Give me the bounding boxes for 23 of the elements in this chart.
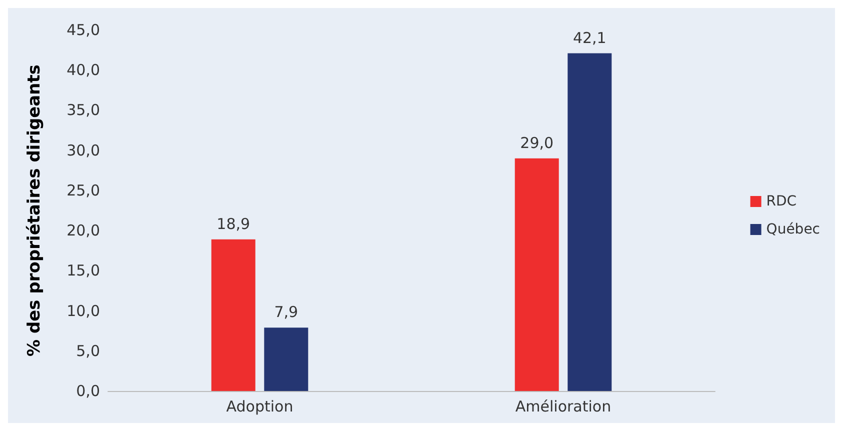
y-tick-label: 45,0 [66,21,100,39]
bar [514,158,559,391]
bar [264,328,308,391]
bar [568,53,612,391]
y-tick-label: 20,0 [66,222,100,240]
y-tick-label: 30,0 [66,141,100,160]
data-label: 42,1 [572,28,606,47]
y-tick-label: 25,0 [66,181,100,200]
y-tick-label: 5,0 [76,342,100,360]
data-label: 18,9 [216,214,250,233]
y-tick-label: 15,0 [66,262,100,280]
y-tick-label: 0,0 [76,382,100,400]
data-label: 29,0 [520,134,554,152]
x-tick-label: Amélioration [515,398,612,416]
bar [211,239,256,391]
y-tick-label: 10,0 [66,302,100,320]
legend-label: RDC [766,194,797,210]
y-tick-label: 40,0 [66,61,100,80]
y-tick-label: 35,0 [66,101,100,120]
y-axis-title: % des propriétaires dirigeants [24,64,44,356]
data-label: 7,9 [274,303,298,322]
x-tick-label: Adoption [226,398,294,416]
legend-label: Québec [766,222,820,238]
